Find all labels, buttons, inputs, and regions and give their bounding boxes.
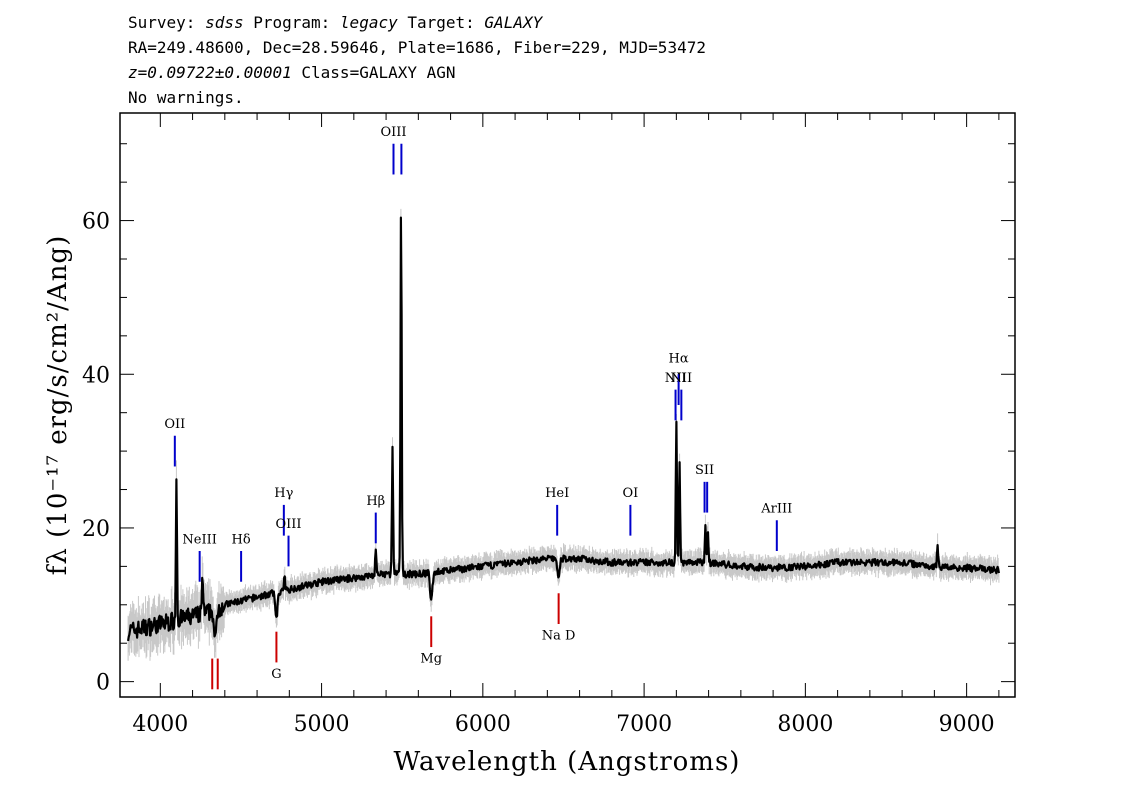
y-axis-title: fλ (10⁻¹⁷ erg/s/cm²/Ang) [43, 235, 73, 575]
x-tick-label: 4000 [132, 712, 188, 737]
line-markers: OII NeIII Hδ Hγ OIII Hβ OIII HeI OI NII Hα NII SII Ar… [164, 125, 792, 690]
emission-line-label: NII [665, 371, 687, 386]
emission-line-label: Hβ [366, 494, 385, 509]
redshift-value: z=0.09722±0.00001 [128, 63, 292, 82]
flux-series-line [127, 216, 1000, 642]
emission-line-label: NII [671, 371, 693, 386]
absorption-line-label: Mg [420, 651, 442, 666]
x-tick-label: 9000 [939, 712, 995, 737]
y-tick-label: 0 [96, 671, 110, 696]
target-value: GALAXY [484, 13, 543, 32]
axis-ticks: 4000 5000 6000 7000 8000 9000 0 20 40 60 [82, 113, 1015, 737]
emission-line-label: Hγ [274, 486, 293, 501]
header-line-1: Survey: sdss Program: legacy Target: GAL… [128, 12, 542, 34]
class-value: Class=GALAXY AGN [291, 63, 456, 82]
x-tick-label: 8000 [777, 712, 833, 737]
program-value: legacy [339, 13, 398, 32]
x-axis-title: Wavelength (Angstroms) [394, 747, 741, 777]
emission-line-label: Hα [669, 352, 689, 367]
survey-label: Survey: [128, 13, 206, 32]
emission-line-label: OI [622, 486, 638, 501]
emission-line-label: Hδ [232, 532, 251, 547]
x-tick-label: 6000 [455, 712, 511, 737]
emission-line-label: SII [695, 463, 714, 478]
emission-line-label: OIII [275, 517, 301, 532]
target-label: Target: [397, 13, 485, 32]
header-line-2: RA=249.48600, Dec=28.59646, Plate=1686, … [128, 38, 706, 57]
header-line-4: No warnings. [128, 88, 244, 107]
absorption-line-label: Na D [542, 628, 576, 643]
y-tick-label: 60 [82, 210, 110, 235]
header-line-3: z=0.09722±0.00001 Class=GALAXY AGN [128, 62, 456, 84]
emission-line-label: ArIII [760, 502, 792, 517]
emission-line-label: NeIII [182, 532, 216, 547]
error-band [127, 208, 1000, 661]
emission-line-label: OII [164, 417, 185, 432]
y-tick-label: 20 [82, 517, 110, 542]
x-tick-label: 7000 [616, 712, 672, 737]
program-label: Program: [243, 13, 340, 32]
emission-line-label: OIII [380, 125, 406, 140]
x-tick-label: 5000 [294, 712, 350, 737]
y-tick-label: 40 [82, 363, 110, 388]
absorption-line-label: G [271, 667, 281, 682]
emission-line-label: HeI [545, 486, 569, 501]
plot-frame [119, 112, 1016, 698]
survey-value: sdss [205, 13, 244, 32]
